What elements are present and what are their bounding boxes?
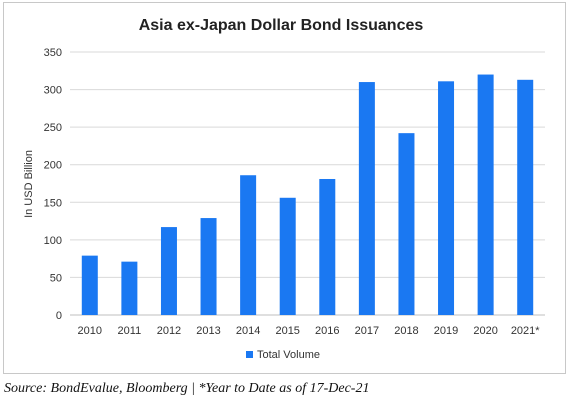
y-tick-label: 300 — [44, 85, 62, 97]
y-axis-ticks: 0 50 100 150 200 250 300 350 — [44, 47, 62, 322]
x-tick-label: 2014 — [236, 325, 260, 337]
y-tick-label: 50 — [50, 272, 62, 284]
x-tick-label: 2012 — [157, 325, 181, 337]
y-tick-label: 150 — [44, 197, 62, 209]
x-tick-label: 2021* — [511, 325, 540, 337]
bar-2021 — [517, 79, 534, 315]
bar-2019 — [438, 81, 455, 315]
bar-chart: Asia ex-Japan Dollar Bond Issuances 0 50 1… — [23, 17, 545, 361]
x-tick-label: 2019 — [434, 325, 458, 337]
bar-2017 — [358, 82, 375, 315]
x-tick-label: 2016 — [315, 325, 339, 337]
y-tick-label: 250 — [44, 122, 62, 134]
bar-2014 — [240, 175, 257, 315]
source-footnote: Source: BondEvalue, Bloomberg | *Year to… — [4, 381, 370, 396]
bar-2016 — [319, 178, 336, 315]
x-tick-label: 2010 — [78, 325, 102, 337]
y-tick-label: 100 — [44, 235, 62, 247]
legend-swatch — [246, 351, 253, 358]
bar-2011 — [121, 261, 138, 315]
bar-2013 — [200, 218, 217, 315]
y-tick-label: 350 — [44, 47, 62, 59]
legend-label-total-volume: Total Volume — [257, 349, 320, 361]
x-tick-label: 2018 — [394, 325, 418, 337]
x-tick-label: 2013 — [196, 325, 220, 337]
bars — [81, 74, 534, 316]
x-axis-ticks: 2010 2011 2012 2013 2014 2015 2016 2017 2018 2019… — [78, 325, 541, 337]
gridlines — [70, 51, 545, 316]
bar-2015 — [279, 197, 296, 315]
x-tick-label: 2017 — [355, 325, 379, 337]
x-tick-label: 2011 — [118, 325, 142, 337]
y-tick-label: 200 — [44, 160, 62, 172]
chart-title: Asia ex-Japan Dollar Bond Issuances — [139, 17, 424, 34]
y-axis-label: In USD Billion — [23, 150, 35, 218]
x-tick-label: 2015 — [275, 325, 299, 337]
bar-2020 — [477, 74, 494, 316]
y-tick-label: 0 — [56, 310, 62, 322]
bar-2010 — [81, 255, 98, 315]
x-tick-label: 2020 — [473, 325, 497, 337]
bar-2018 — [398, 133, 415, 315]
bar-2012 — [160, 227, 177, 315]
